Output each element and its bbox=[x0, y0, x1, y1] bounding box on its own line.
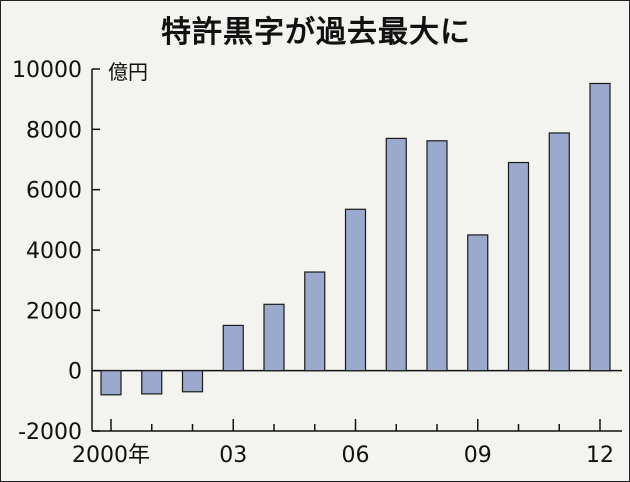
x-tick-labels: 2000年 03 06 09 12 bbox=[72, 443, 614, 468]
bar-08 bbox=[426, 140, 448, 372]
bar-09 bbox=[467, 234, 489, 372]
bar-07 bbox=[385, 137, 407, 372]
y-tick-label: -2000 bbox=[18, 420, 82, 445]
bar-12 bbox=[589, 82, 611, 372]
bar-01 bbox=[141, 370, 163, 395]
bar-02 bbox=[181, 370, 204, 393]
y-tick-label: 0 bbox=[68, 360, 82, 385]
chart-title: 特許黒字が過去最大に bbox=[161, 15, 471, 50]
bar-06 bbox=[344, 208, 367, 372]
bars bbox=[100, 82, 611, 396]
bar-10 bbox=[507, 161, 530, 372]
y-tick-label: 10000 bbox=[12, 58, 82, 83]
x-tick-label: 09 bbox=[464, 443, 492, 468]
y-tick-label: 6000 bbox=[26, 179, 82, 204]
bar-04 bbox=[263, 303, 285, 372]
x-tick-label: 06 bbox=[342, 443, 370, 468]
x-tick-label: 2000年 bbox=[72, 443, 150, 468]
bar-05 bbox=[304, 271, 326, 372]
unit-label: 億円 bbox=[108, 60, 148, 84]
y-tick-label: 2000 bbox=[26, 299, 82, 324]
bar-2000 bbox=[100, 370, 122, 396]
bar-03 bbox=[222, 324, 244, 372]
y-tick-labels: -2000 0 2000 4000 6000 8000 10000 bbox=[12, 58, 82, 445]
x-tick-label: 03 bbox=[219, 443, 247, 468]
y-tick-label: 8000 bbox=[26, 118, 82, 143]
bar-11 bbox=[548, 132, 570, 372]
x-tick-label: 12 bbox=[586, 443, 614, 468]
y-tick-label: 4000 bbox=[26, 239, 82, 264]
